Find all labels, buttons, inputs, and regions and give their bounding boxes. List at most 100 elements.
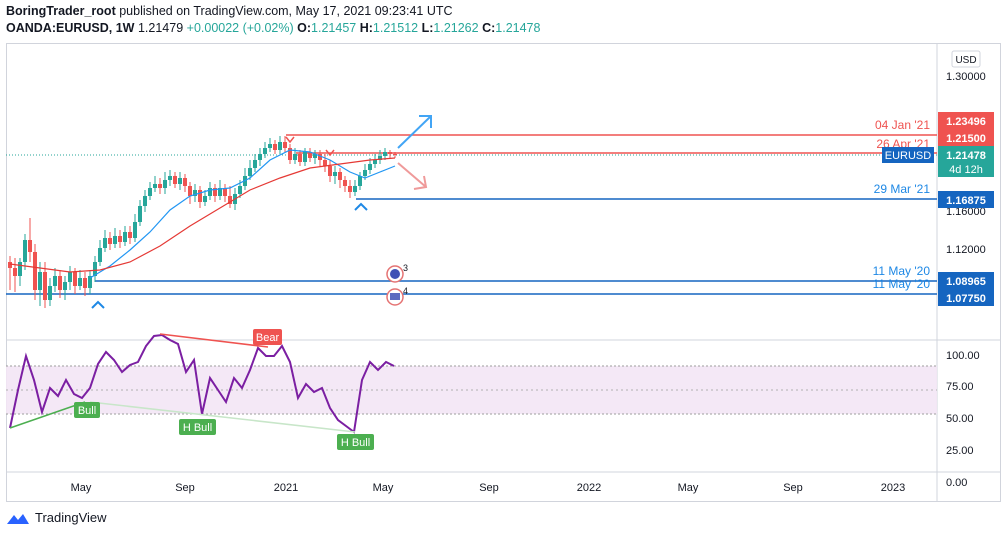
candle-body xyxy=(343,180,347,186)
candle-body xyxy=(73,272,77,286)
candle-body xyxy=(43,272,47,300)
candle-body xyxy=(118,236,122,242)
candle-body xyxy=(338,172,342,180)
candle-body xyxy=(368,164,372,170)
candle-body xyxy=(203,196,207,202)
candle-body xyxy=(348,186,352,192)
tradingview-logo-icon[interactable] xyxy=(6,511,30,525)
candle-body xyxy=(103,238,107,248)
symbol-tag xyxy=(882,147,934,163)
rsi-tick: 75.00 xyxy=(946,381,974,393)
candle-body xyxy=(158,184,162,188)
candle-body xyxy=(213,188,217,196)
candle-body xyxy=(318,154,322,160)
candle-body xyxy=(28,240,32,252)
time-axis[interactable]: May Sep 2021 May Sep 2022 May Sep 2023 xyxy=(71,482,906,494)
candle-body xyxy=(108,238,112,244)
low-label: L: xyxy=(421,21,434,35)
chart-frame[interactable] xyxy=(6,43,1001,502)
candle-body xyxy=(253,160,257,168)
h-bull-badge-label: H Bull xyxy=(183,422,212,434)
candle-body xyxy=(293,154,297,160)
candle-body xyxy=(198,190,202,202)
candle-body xyxy=(123,232,127,242)
level-price-5: 1.07750 xyxy=(946,293,986,305)
candlestick-series[interactable] xyxy=(8,136,397,308)
current-price-tag xyxy=(938,146,994,177)
candle-body xyxy=(378,156,382,160)
ohlc-line: OANDA:EURUSD, 1W 1.21479 +0.00022 (+0.02… xyxy=(6,20,540,37)
low-value: 1.21262 xyxy=(433,21,479,35)
brand-name[interactable]: TradingView xyxy=(35,510,107,525)
candle-body xyxy=(153,184,157,188)
candle-body xyxy=(328,166,332,176)
bull-divergence-line[interactable] xyxy=(9,401,86,429)
candle-body xyxy=(288,148,292,160)
candle-body xyxy=(93,262,97,276)
open-value: 1.21457 xyxy=(311,21,357,35)
event-flag-icon[interactable] xyxy=(386,265,404,283)
publish-info: published on TradingView.com, May 17, 20… xyxy=(119,4,453,18)
candle-body xyxy=(273,144,277,150)
candle-body xyxy=(173,176,177,184)
bear-badge[interactable] xyxy=(253,329,282,345)
arrow-up-icon[interactable] xyxy=(397,115,432,149)
candle-body xyxy=(353,186,357,192)
current-price-value: 1.21478 xyxy=(946,150,986,162)
event-count-4: 4 xyxy=(403,286,408,296)
candle-body xyxy=(83,278,87,288)
level-price-1: 1.23496 xyxy=(946,116,986,128)
candle-body xyxy=(248,168,252,176)
candle-body xyxy=(113,236,117,244)
bull-badge[interactable] xyxy=(74,402,100,418)
author-name[interactable]: BoringTrader_root xyxy=(6,4,116,18)
symbol-label[interactable]: OANDA:EURUSD, 1W xyxy=(6,21,135,35)
candle-body xyxy=(388,152,392,154)
candle-body xyxy=(53,276,57,286)
price-tick: 1.16000 xyxy=(946,206,986,218)
close-value: 1.21478 xyxy=(495,21,541,35)
event-flag-icon[interactable] xyxy=(386,288,404,306)
currency-button[interactable] xyxy=(951,50,981,68)
time-tick: May xyxy=(373,482,394,494)
sma-fast-line xyxy=(89,149,396,279)
candle-body xyxy=(23,240,27,262)
high-label: H: xyxy=(359,21,373,35)
candle-body xyxy=(208,188,212,196)
candle-body xyxy=(373,160,377,164)
level-price-tag-1 xyxy=(938,112,994,129)
candle-body xyxy=(238,186,242,194)
candle-body xyxy=(263,148,267,154)
candle-body xyxy=(278,142,282,150)
level-price-4: 1.08965 xyxy=(946,276,986,288)
candle-body xyxy=(58,276,62,290)
candle-body xyxy=(13,268,17,276)
event-count-3: 3 xyxy=(403,263,408,273)
bear-badge-label: Bear xyxy=(256,332,280,344)
candle-body xyxy=(188,186,192,196)
candle-body xyxy=(393,154,397,155)
candle-body xyxy=(33,252,37,290)
candle-body xyxy=(363,170,367,176)
bar-countdown: 4d 12h xyxy=(949,164,983,176)
close-label: C: xyxy=(482,21,496,35)
candle-body xyxy=(168,176,172,180)
swing-high-marker-icon xyxy=(325,149,335,157)
candle-body xyxy=(98,248,102,262)
candle-body xyxy=(333,172,337,176)
bear-divergence-line[interactable] xyxy=(159,333,269,348)
footer: TradingView xyxy=(6,510,107,525)
candle-body xyxy=(358,176,362,186)
open-label: O: xyxy=(297,21,312,35)
candle-body xyxy=(78,278,82,286)
price-tick: 1.30000 xyxy=(946,71,986,83)
candle-body xyxy=(138,206,142,222)
time-tick: May xyxy=(678,482,699,494)
arrow-down-icon[interactable] xyxy=(397,162,428,190)
level-price-2: 1.21500 xyxy=(946,133,986,145)
h-bull-badge[interactable] xyxy=(179,419,216,435)
candle-body xyxy=(88,276,92,288)
hidden-bull-divergence-line[interactable] xyxy=(89,401,356,433)
h-bull-badge[interactable] xyxy=(337,434,374,450)
